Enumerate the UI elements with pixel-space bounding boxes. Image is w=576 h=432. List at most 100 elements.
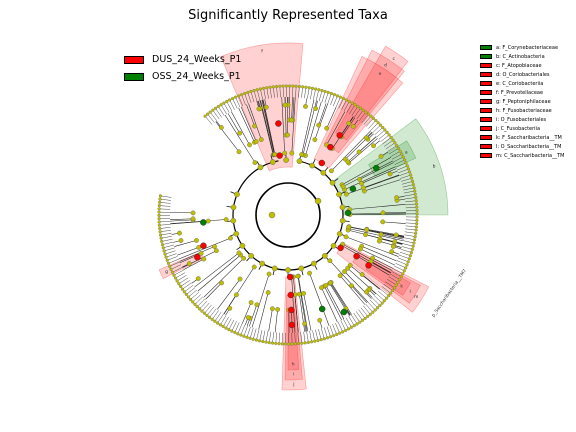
leaf-node bbox=[396, 280, 400, 284]
leaf-edge bbox=[301, 86, 303, 98]
ring-level-1 bbox=[255, 182, 321, 248]
branch-node bbox=[251, 264, 257, 270]
branch-node bbox=[245, 315, 251, 320]
leaf-edge bbox=[269, 87, 272, 99]
leaf-node bbox=[157, 210, 161, 214]
leaf-node bbox=[353, 103, 357, 107]
leaf-edge bbox=[238, 95, 243, 107]
taxa-legend-swatch bbox=[480, 63, 492, 68]
branch-node bbox=[263, 104, 269, 110]
branch-edge bbox=[231, 111, 250, 145]
leaf-node bbox=[358, 106, 363, 110]
branch-node bbox=[357, 177, 363, 182]
leaf-edge bbox=[330, 94, 335, 105]
leaf-edge bbox=[182, 282, 192, 290]
leaf-node bbox=[224, 326, 228, 330]
taxa-legend-label: a: F_Corynebacteriaceae bbox=[496, 44, 559, 51]
leaf-edge bbox=[400, 174, 411, 179]
leaf-node bbox=[157, 220, 161, 224]
branch-edge bbox=[342, 160, 393, 187]
branch-edge bbox=[379, 240, 402, 248]
branch-edge bbox=[326, 107, 337, 129]
branch-edge bbox=[176, 247, 199, 256]
leaf-edge bbox=[335, 323, 340, 334]
clade-letter-h: h bbox=[292, 361, 295, 367]
branch-node bbox=[219, 280, 224, 286]
branch-node bbox=[360, 185, 366, 191]
leaf-node bbox=[280, 342, 284, 346]
branch-node bbox=[319, 285, 324, 291]
leaf-edge bbox=[159, 227, 171, 229]
leaf-node bbox=[415, 218, 419, 222]
leaf-edge bbox=[404, 231, 416, 234]
leaf-edge bbox=[386, 278, 397, 286]
biomarker-node bbox=[287, 291, 295, 299]
branch-node bbox=[376, 238, 382, 244]
branch-node bbox=[236, 149, 242, 155]
leaf-edge bbox=[214, 312, 222, 322]
leaf-edge bbox=[332, 324, 337, 335]
branch-edge bbox=[294, 294, 299, 333]
taxa-legend-label: k: F_Saccharibacteria__TM bbox=[496, 134, 562, 141]
leaf-edge bbox=[194, 296, 204, 305]
taxa-legend-swatch bbox=[480, 81, 492, 86]
leaf-node bbox=[380, 301, 384, 305]
branch-node bbox=[378, 153, 384, 159]
leaf-edge bbox=[405, 225, 417, 228]
leaf-node bbox=[179, 284, 183, 289]
leaf-node bbox=[163, 252, 167, 256]
taxa-legend-swatch bbox=[480, 90, 492, 95]
leaf-edge bbox=[402, 184, 414, 188]
leaf-node bbox=[319, 338, 323, 342]
leaf-edge bbox=[237, 323, 243, 334]
branch-edge bbox=[240, 106, 257, 142]
legend-swatch-dus bbox=[124, 55, 144, 64]
inner-node bbox=[283, 157, 289, 163]
biomarker-node bbox=[340, 308, 348, 316]
leaf-edge bbox=[168, 258, 179, 264]
clade-letter-k: k bbox=[400, 284, 403, 290]
biomarker-node bbox=[336, 132, 343, 139]
leaf-node bbox=[219, 103, 223, 107]
biomarker-node bbox=[365, 262, 372, 269]
leaf-node bbox=[301, 85, 305, 89]
leaf-edge bbox=[378, 132, 388, 140]
branch-edge bbox=[281, 97, 285, 154]
leaf-node bbox=[303, 341, 307, 345]
inner-node bbox=[285, 267, 291, 273]
leaf-node bbox=[335, 332, 339, 337]
branch-edge bbox=[174, 240, 197, 247]
clade-letter-l: l bbox=[409, 289, 410, 295]
inner-node bbox=[230, 204, 237, 211]
leaf-edge bbox=[272, 332, 275, 344]
leaf-node bbox=[391, 138, 395, 142]
leaf-edge bbox=[186, 287, 196, 295]
leaf-edge bbox=[395, 162, 407, 168]
leaf-node bbox=[281, 84, 285, 88]
leaf-edge bbox=[370, 122, 379, 131]
branch-edge bbox=[262, 99, 275, 155]
branch-node bbox=[343, 234, 349, 240]
leaf-edge bbox=[234, 322, 240, 333]
branch-node bbox=[247, 142, 252, 148]
branch-edge bbox=[260, 100, 274, 155]
branch-node bbox=[270, 306, 275, 312]
leaf-edge bbox=[392, 268, 403, 274]
taxa-legend-entry: g: F_Peptoniphilaceae bbox=[480, 97, 564, 106]
leaf-edge bbox=[161, 238, 173, 242]
leaf-node bbox=[400, 152, 404, 156]
biomarker-node bbox=[288, 306, 295, 314]
branch-edge bbox=[382, 211, 406, 214]
branch-node bbox=[275, 307, 281, 312]
branch-node bbox=[329, 168, 334, 174]
leaf-node bbox=[195, 305, 199, 309]
branch-node bbox=[296, 291, 302, 297]
leaf-node bbox=[378, 123, 383, 127]
leaf-edge bbox=[159, 221, 171, 223]
branch-node bbox=[282, 150, 288, 156]
leaf-edge bbox=[341, 99, 347, 110]
branch-edge bbox=[358, 136, 377, 153]
leaf-edge bbox=[246, 326, 251, 338]
branch-edge bbox=[321, 287, 338, 323]
clade-letter-c: c bbox=[392, 57, 395, 62]
